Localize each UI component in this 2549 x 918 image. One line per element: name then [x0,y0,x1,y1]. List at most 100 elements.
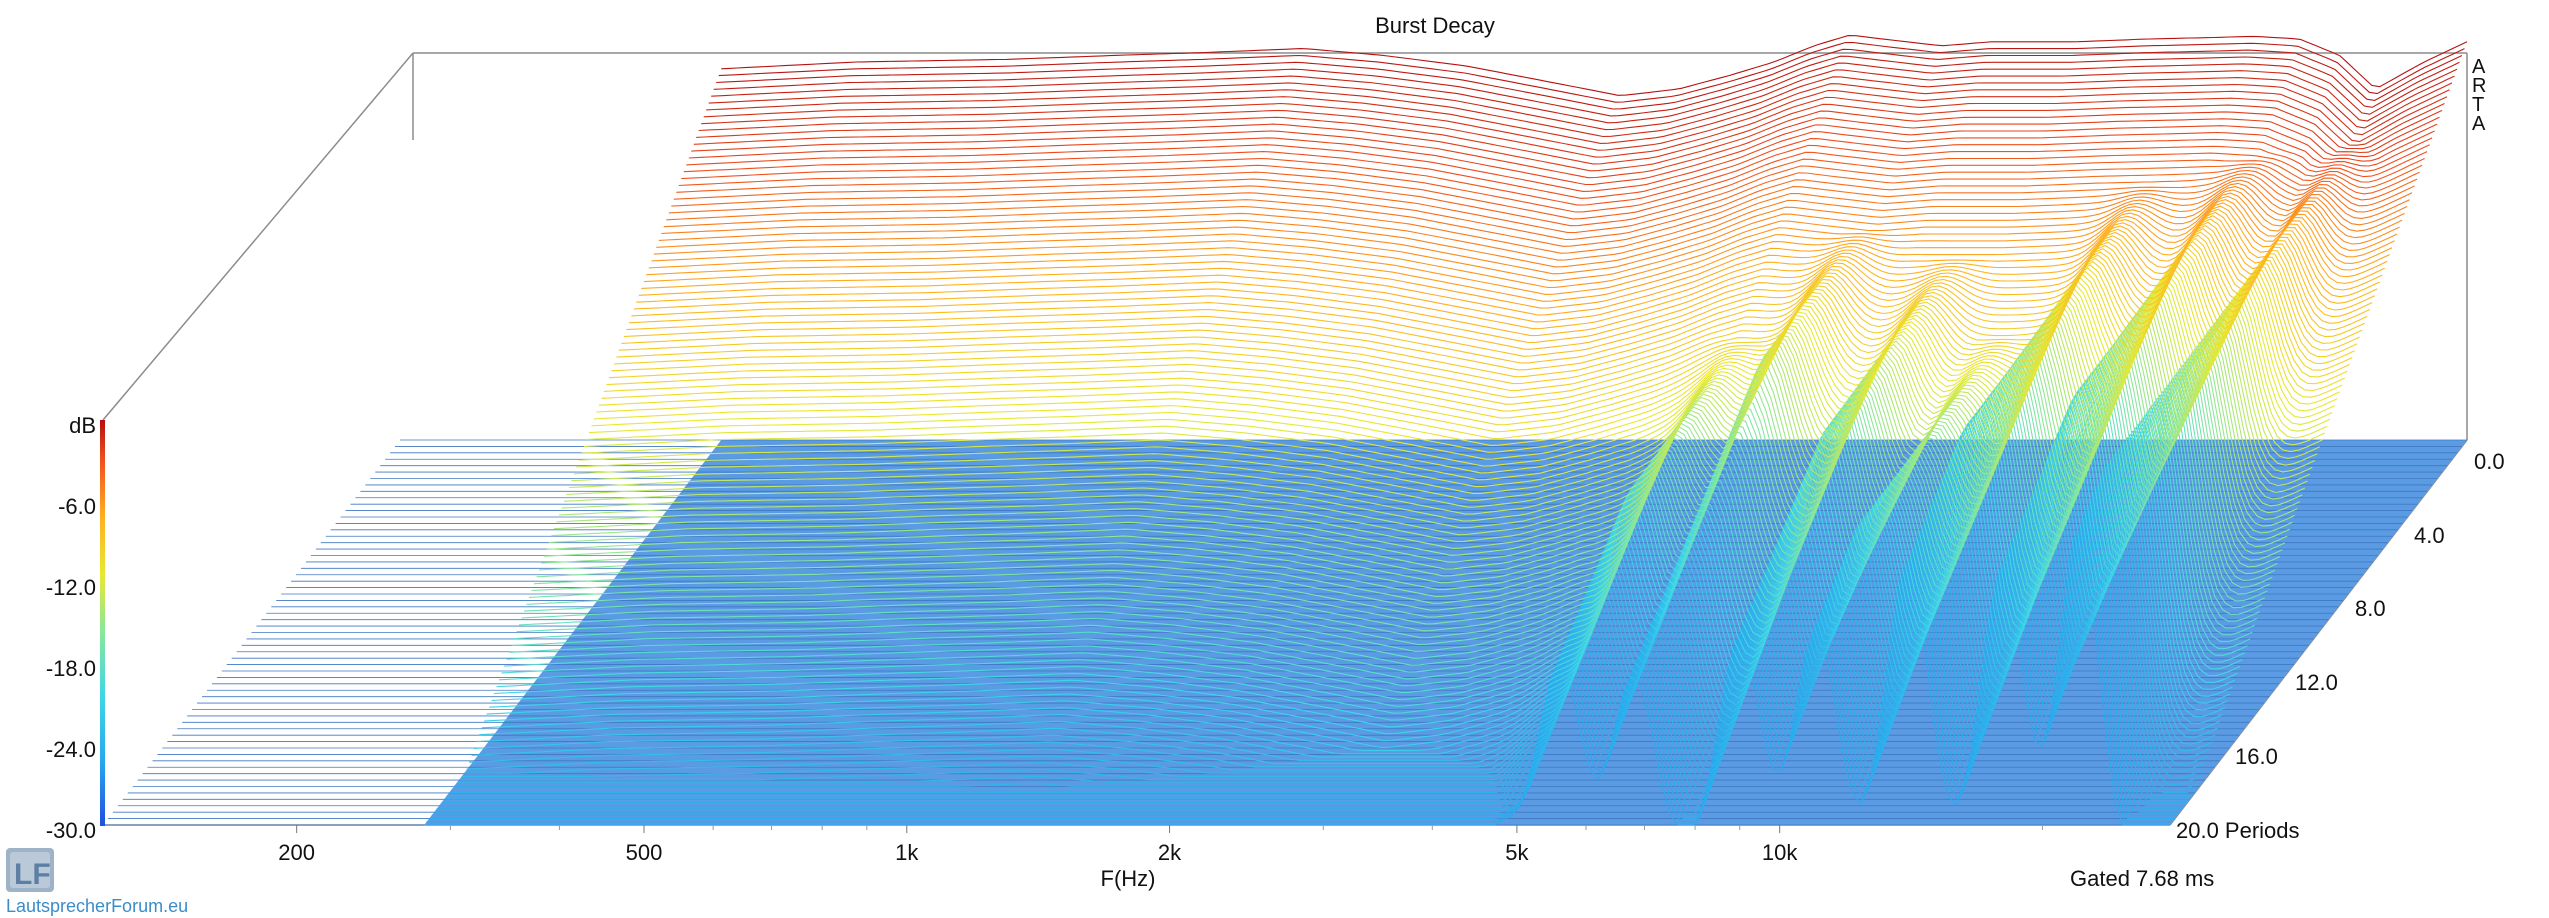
arta-letter-4: A [2472,113,2486,135]
decay-slice [681,144,2428,206]
decay-slice [469,447,2216,768]
watermark-logo-letters: LF [14,858,51,891]
decay-slice [621,231,2368,371]
decay-slice [476,437,2223,758]
decay-slice [526,353,2273,632]
decay-slice [484,422,2231,748]
decay-slice [716,48,2463,110]
depth-tick-label: 8.0 [2355,596,2386,621]
decay-slice [521,360,2268,646]
gate-label: Gated 7.68 ms [2070,866,2214,891]
decay-slice [481,427,2228,752]
decay-slice [636,211,2383,330]
waterfall-slices [424,35,2468,826]
decay-slice [556,315,2303,549]
decay-slice [686,131,2433,192]
x-axis-ticks: 200 500 1k 2k 5k 10k [278,825,2043,865]
decay-slice [623,228,2370,364]
x-tick-label: 2k [1158,840,1182,865]
decay-slice [653,189,2400,282]
decay-slice [708,69,2455,131]
decay-slice [651,192,2398,289]
decay-slice [711,62,2458,124]
decay-slice [706,76,2453,138]
decay-slice [471,443,2218,765]
decay-slice [523,357,2271,639]
watermark-text: LautsprecherForum.eu [6,896,188,916]
decay-slice [718,41,2465,103]
depth-tick-label: 12.0 [2295,670,2338,695]
decay-slice [661,179,2408,261]
depth-tick-label: 0.0 [2474,449,2505,474]
watermark-logo: LF [6,848,54,892]
decay-slice [516,366,2263,659]
depth-tick-label: 4.0 [2414,523,2445,548]
decay-slice [721,35,2468,96]
decay-slice [533,344,2281,611]
decay-slice [538,337,2286,598]
decay-slice [514,370,2261,666]
decay-slice [536,341,2283,604]
decay-slice [713,55,2460,117]
z-tick-label: -12.0 [46,575,96,600]
decay-slice [696,103,2443,165]
arta-letter-2: R [2472,75,2486,97]
decay-slice [688,124,2435,186]
decay-slice [541,334,2288,591]
decay-slice [501,386,2248,701]
x-tick-label: 500 [626,840,663,865]
x-tick-label: 200 [278,840,315,865]
decay-slice [671,166,2418,234]
decay-slice [489,412,2236,735]
decay-slice [474,440,2221,761]
decay-slice [703,83,2450,144]
z-axis-label: dB [69,413,96,438]
decay-slice [543,331,2291,584]
decay-slice [631,218,2378,344]
decay-slice [499,389,2246,707]
arta-letter-3: T [2472,94,2484,116]
decay-slice [566,302,2313,522]
decay-slice [494,400,2241,721]
depth-tick-label: 20.0 Periods [2176,818,2300,843]
z-tick-label: -18.0 [46,656,96,681]
decay-slice [691,117,2438,179]
decay-slice [646,199,2393,302]
decay-slice [673,163,2420,227]
decay-slice [466,450,2213,771]
decay-slice [666,173,2413,247]
z-tick-label: -6.0 [58,494,96,519]
decay-slice [663,176,2410,254]
decay-slice [546,328,2293,577]
decay-slice [698,96,2445,158]
decay-slice [496,394,2243,714]
decay-slice [551,321,2298,563]
db-colorbar [100,420,105,826]
decay-slice [511,373,2258,673]
decay-slice [553,318,2301,556]
decay-slice [683,138,2430,199]
decay-slice [678,151,2425,213]
decay-slice [628,221,2375,350]
decay-slice [459,460,2206,781]
decay-slice [656,186,2403,275]
decay-slice [633,215,2380,337]
decay-slice [641,205,2388,316]
decay-slice [643,202,2390,309]
x-tick-label: 10k [1762,840,1798,865]
decay-slice [648,195,2395,295]
decay-slice [486,418,2233,742]
decay-slice [576,289,2323,495]
z-tick-label: -24.0 [46,737,96,762]
decay-slice [701,89,2448,151]
decay-slice [479,433,2226,755]
decay-slice [464,453,2211,774]
decay-slice [568,299,2316,515]
x-tick-label: 1k [895,840,919,865]
depth-tick-label: 16.0 [2235,744,2278,769]
x-axis-label: F(Hz) [1101,866,1156,891]
z-tick-label: -30.0 [46,818,96,843]
decay-slice [676,158,2423,220]
decay-slice [558,311,2306,543]
